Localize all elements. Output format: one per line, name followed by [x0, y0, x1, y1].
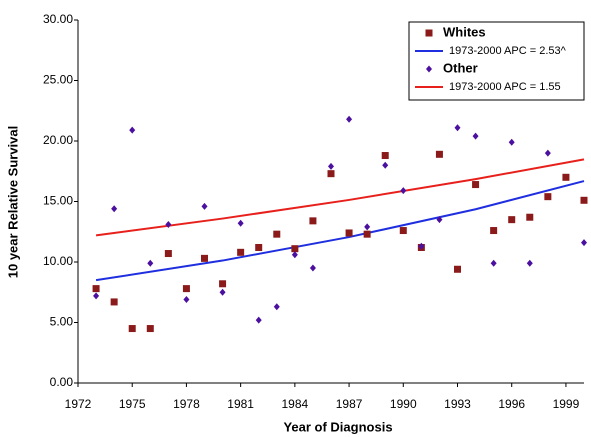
point	[562, 173, 570, 181]
point	[147, 259, 154, 267]
point	[291, 245, 299, 253]
legend-label: Whites	[443, 24, 486, 39]
point	[129, 126, 136, 134]
point	[110, 298, 118, 306]
trend-line	[95, 158, 585, 237]
point	[454, 265, 461, 273]
point	[219, 288, 226, 296]
point	[111, 205, 118, 213]
point	[237, 248, 245, 256]
point	[128, 325, 136, 333]
point	[526, 259, 533, 267]
point	[581, 239, 587, 247]
point	[92, 285, 100, 293]
x-tick-label: 1984	[282, 397, 309, 411]
point	[472, 181, 480, 189]
y-tick-label: 20.00	[43, 133, 73, 147]
point	[291, 251, 298, 259]
point	[418, 242, 425, 250]
point	[328, 162, 334, 170]
point	[435, 150, 443, 158]
x-tick-label: 1999	[553, 397, 580, 411]
point	[255, 316, 262, 324]
point	[436, 216, 443, 224]
legend-marker	[426, 65, 432, 73]
point	[309, 264, 316, 272]
point	[526, 213, 534, 221]
point	[146, 325, 154, 333]
point	[363, 230, 371, 238]
y-tick-label: 30.00	[43, 12, 73, 26]
x-tick-label: 1993	[444, 397, 471, 411]
point	[381, 152, 389, 160]
point	[346, 115, 353, 123]
x-tick-label: 1996	[498, 397, 525, 411]
x-tick-label: 1972	[65, 397, 92, 411]
point	[364, 223, 371, 231]
point	[273, 230, 281, 238]
point	[201, 202, 208, 210]
legend-marker	[425, 29, 433, 37]
x-tick-label: 1978	[173, 397, 200, 411]
point	[309, 217, 317, 225]
point	[544, 149, 551, 157]
point	[400, 187, 407, 195]
point	[164, 250, 172, 258]
y-tick-label: 10.00	[43, 254, 73, 268]
x-tick-label: 1981	[227, 397, 254, 411]
point	[490, 227, 498, 235]
point	[183, 296, 190, 304]
point	[345, 229, 353, 237]
point	[382, 161, 389, 169]
y-tick-label: 25.00	[43, 73, 73, 87]
point	[273, 303, 280, 311]
point	[544, 193, 552, 201]
x-tick-label: 1990	[390, 397, 417, 411]
point	[255, 243, 263, 251]
point	[219, 280, 227, 288]
point	[182, 285, 190, 293]
point	[490, 259, 497, 267]
point	[580, 196, 588, 204]
y-tick-label: 5.00	[50, 315, 74, 329]
legend-label: 1973-2000 APC = 2.53^	[449, 45, 567, 57]
legend-label: 1973-2000 APC = 1.55	[449, 81, 561, 93]
point	[201, 254, 208, 262]
x-axis-title: Year of Diagnosis	[283, 419, 392, 434]
y-tick-label: 15.00	[43, 194, 73, 208]
y-tick-label: 0.00	[50, 375, 74, 389]
legend: Whites 1973-2000 APC = 2.53^ Other 1973-200…	[408, 21, 585, 101]
point	[508, 138, 515, 146]
x-tick-label: 1975	[119, 397, 146, 411]
x-tick-label: 1987	[336, 397, 363, 411]
point	[399, 227, 407, 235]
point	[454, 124, 461, 132]
point	[237, 219, 244, 227]
y-axis-title: 10 year Relative Survival	[5, 126, 20, 279]
trend-line	[95, 180, 585, 282]
point	[472, 132, 479, 140]
legend-label: Other	[443, 60, 478, 75]
point	[165, 220, 172, 228]
point	[93, 292, 100, 300]
point	[508, 216, 516, 224]
point	[327, 170, 335, 178]
